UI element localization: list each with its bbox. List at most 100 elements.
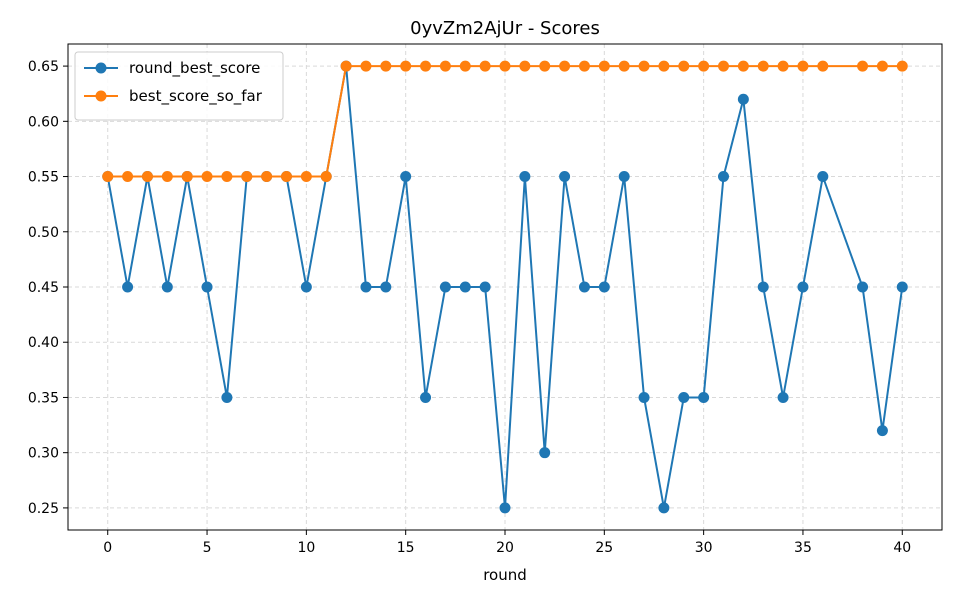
x-tick-label: 0 — [103, 540, 112, 556]
chart-title: 0yvZm2AjUr - Scores — [410, 18, 600, 39]
data-point — [658, 502, 670, 514]
data-point — [718, 60, 729, 72]
data-point — [201, 171, 213, 183]
data-point — [578, 281, 590, 293]
data-point — [519, 60, 531, 72]
data-point — [102, 171, 114, 183]
data-point — [658, 60, 670, 72]
series-group — [102, 60, 908, 514]
data-point — [737, 93, 749, 105]
data-point — [638, 60, 650, 72]
data-point — [221, 391, 233, 403]
data-point — [559, 60, 571, 72]
data-point — [360, 60, 372, 72]
data-point — [896, 281, 908, 293]
data-point — [718, 171, 729, 183]
legend-marker — [95, 90, 107, 102]
data-point — [360, 281, 372, 293]
data-point — [817, 171, 829, 183]
data-point — [539, 60, 551, 72]
y-tick-label: 0.30 — [28, 446, 59, 462]
data-point — [459, 281, 471, 293]
legend-label: round_best_score — [129, 59, 260, 78]
data-point — [876, 60, 888, 72]
data-point — [420, 60, 432, 72]
data-point — [757, 281, 769, 293]
legend-item: best_score_so_far — [84, 87, 263, 106]
y-tick-label: 0.65 — [28, 59, 59, 75]
data-point — [757, 60, 769, 72]
data-point — [539, 447, 551, 459]
y-tick-label: 0.25 — [28, 501, 59, 517]
axis-ticks: 0 5 10 15 20 25 30 35 40 0.25 0.30 0.35 0.40 0.45 0.50… — [28, 59, 911, 556]
legend: round_best_score best_score_so_far — [74, 51, 284, 121]
series-best_score_so_far — [102, 60, 908, 183]
data-point — [797, 60, 809, 72]
data-point — [817, 60, 829, 72]
y-tick-label: 0.50 — [28, 225, 59, 241]
data-point — [420, 391, 432, 403]
series-line — [106, 65, 904, 509]
data-point — [320, 171, 332, 183]
x-tick-label: 15 — [397, 540, 415, 556]
data-point — [618, 60, 630, 72]
data-point — [340, 60, 352, 72]
data-point — [797, 281, 809, 293]
data-point — [479, 60, 491, 72]
data-point — [161, 281, 173, 293]
data-point — [122, 171, 134, 183]
y-tick-label: 0.45 — [28, 280, 59, 296]
x-tick-label: 30 — [695, 540, 713, 556]
x-tick-label: 35 — [794, 540, 812, 556]
data-point — [857, 60, 869, 72]
data-point — [638, 391, 650, 403]
data-point — [380, 60, 392, 72]
data-point — [122, 281, 134, 293]
x-tick-label: 40 — [893, 540, 911, 556]
data-point — [479, 281, 491, 293]
x-axis-label: round — [483, 566, 527, 584]
data-point — [141, 171, 153, 183]
data-point — [737, 60, 749, 72]
data-point — [678, 60, 690, 72]
data-point — [698, 391, 710, 403]
data-point — [499, 502, 511, 514]
series-line — [107, 65, 903, 178]
x-tick-label: 5 — [203, 540, 212, 556]
data-point — [400, 60, 412, 72]
legend-item: round_best_score — [84, 59, 260, 78]
data-point — [439, 60, 451, 72]
y-tick-label: 0.55 — [28, 170, 59, 186]
data-point — [439, 281, 451, 293]
data-point — [201, 281, 213, 293]
data-point — [221, 171, 233, 183]
data-point — [181, 171, 193, 183]
data-point — [400, 171, 412, 183]
data-point — [519, 171, 531, 183]
data-point — [241, 171, 253, 183]
legend-marker — [95, 62, 107, 74]
data-point — [578, 60, 590, 72]
data-point — [499, 60, 511, 72]
data-point — [598, 60, 610, 72]
data-point — [598, 281, 610, 293]
data-point — [380, 281, 392, 293]
data-point — [281, 171, 292, 183]
x-tick-label: 20 — [496, 540, 514, 556]
y-tick-label: 0.35 — [28, 390, 59, 406]
data-point — [459, 60, 471, 72]
data-point — [161, 171, 173, 183]
x-tick-label: 10 — [297, 540, 315, 556]
data-point — [857, 281, 869, 293]
data-point — [876, 425, 888, 437]
data-point — [698, 60, 710, 72]
y-tick-label: 0.60 — [28, 114, 59, 130]
data-point — [777, 60, 789, 72]
data-point — [678, 391, 690, 403]
legend-box — [74, 51, 284, 121]
data-point — [777, 391, 789, 403]
data-point — [896, 60, 908, 72]
data-point — [261, 171, 273, 183]
y-tick-label: 0.40 — [28, 335, 59, 351]
